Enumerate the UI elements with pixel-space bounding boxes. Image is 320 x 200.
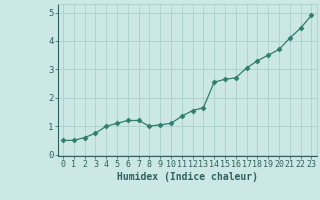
X-axis label: Humidex (Indice chaleur): Humidex (Indice chaleur) — [117, 172, 258, 182]
